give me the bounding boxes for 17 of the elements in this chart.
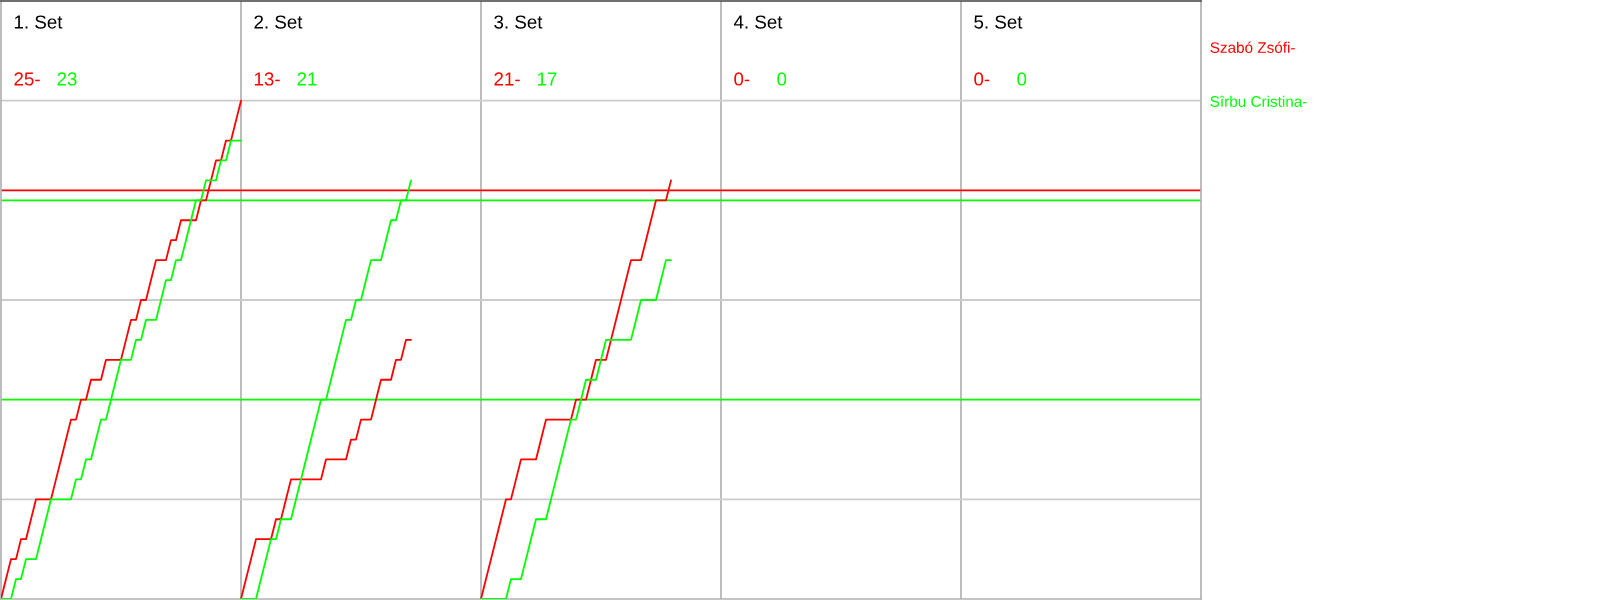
text: 1. Set	[14, 15, 63, 29]
text: 0-	[974, 72, 990, 86]
text: 21-	[494, 72, 520, 86]
text: 21	[297, 72, 317, 86]
text: 0	[777, 72, 787, 86]
text: 13-	[254, 72, 280, 86]
text: 0	[1017, 72, 1027, 86]
text: Szabó Zsófi-	[1210, 41, 1295, 53]
text: Sîrbu Cristina-	[1210, 95, 1307, 107]
text: 5. Set	[974, 15, 1023, 29]
text: 3. Set	[494, 15, 543, 29]
text: 23	[57, 72, 77, 86]
text: 17	[537, 72, 557, 86]
text: 25-	[14, 72, 40, 86]
text: 0-	[734, 72, 750, 86]
text: 4. Set	[733, 15, 783, 29]
text: 2. Set	[254, 15, 303, 29]
